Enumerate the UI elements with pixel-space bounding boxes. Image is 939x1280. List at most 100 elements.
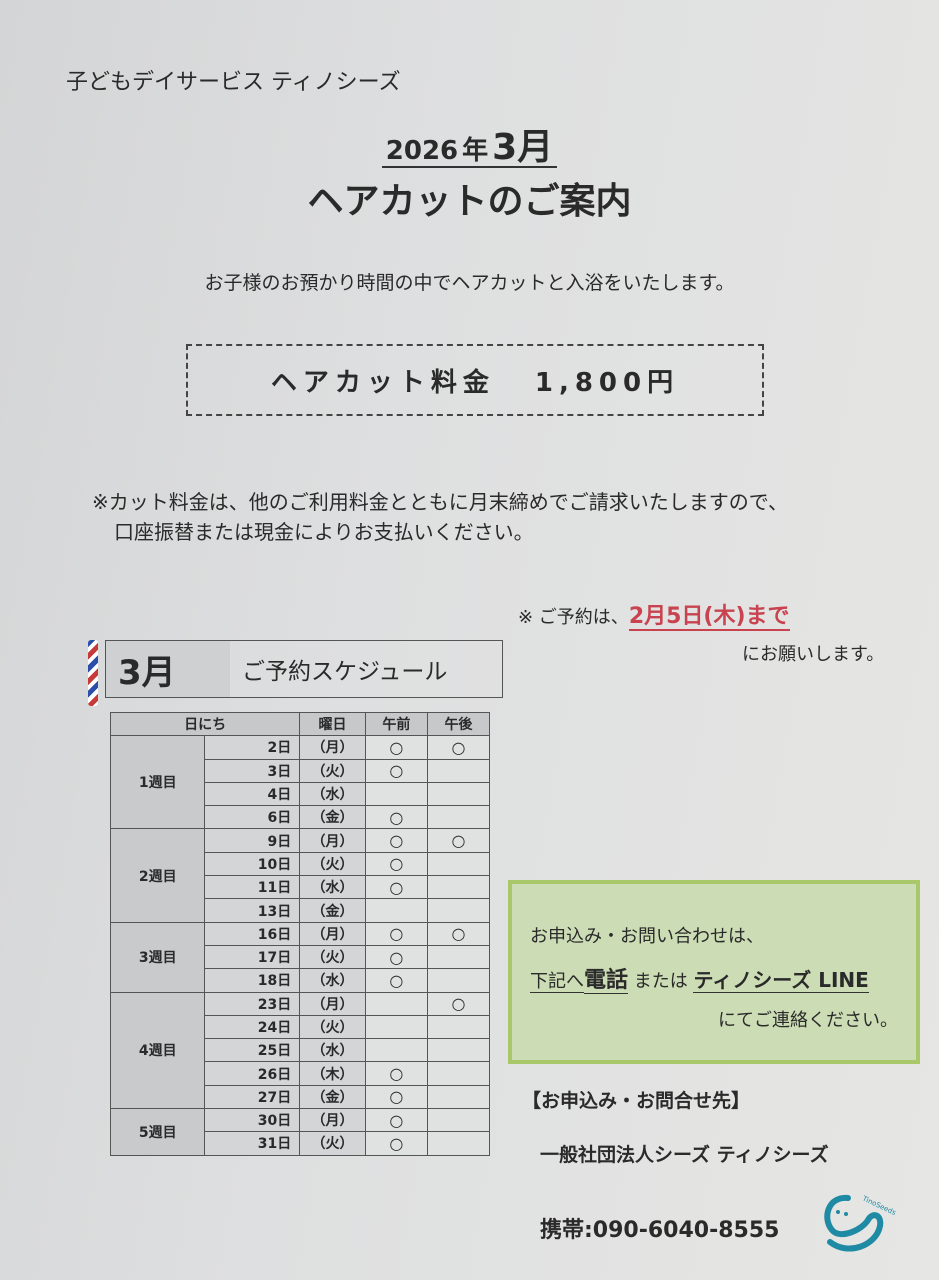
header-date: 日にち: [109, 711, 301, 737]
am-slot: ○: [364, 758, 428, 783]
payment-note: ※カット料金は、他のご利用料金とともに月末締めでご請求いたしますので、口座振替ま…: [92, 487, 788, 547]
available-mark: ○: [451, 994, 466, 1014]
am-slot: ○: [364, 735, 428, 760]
pm-slot: ○: [426, 828, 491, 853]
note-line1: ※カット料金は、他のご利用料金とともに月末締めでご請求いたしますので、: [92, 490, 788, 514]
year-month: 2026 年 3月: [0, 118, 939, 170]
price-value: 1,800円: [534, 367, 680, 398]
schedule-heading: 3月 ご予約スケジュール: [105, 640, 503, 698]
organization-name: 子どもデイサービス ティノシーズ: [66, 70, 401, 95]
date-cell: 13日: [204, 898, 301, 923]
pm-slot: [426, 1084, 491, 1110]
weekday-cell: （火）: [299, 1131, 366, 1156]
weekday-cell: （木）: [299, 1061, 366, 1086]
am-slot: [364, 991, 428, 1016]
page-title: ヘアカットのご案内: [307, 181, 632, 222]
date-cell: 24日: [204, 1014, 301, 1040]
weekday-cell: （火）: [299, 851, 366, 877]
inquiry-or: または: [633, 971, 688, 992]
am-slot: ○: [364, 851, 428, 877]
weekday-cell: （月）: [299, 991, 366, 1016]
week-label: 1週目: [109, 735, 206, 830]
weekday-cell: （月）: [299, 1108, 366, 1133]
table-row: 31日 （火） ○: [111, 1131, 491, 1156]
schedule-title: ご予約スケジュール: [242, 659, 448, 685]
inquiry-line1: お申込み・お問い合わせは、: [530, 926, 764, 947]
table-row: 17日 （火） ○: [111, 944, 491, 970]
table-row: 1週目 2日 （月） ○ ○: [109, 735, 491, 830]
available-mark: ○: [451, 737, 466, 757]
weekday-cell: （月）: [299, 735, 366, 760]
table-row: 26日 （木） ○: [111, 1061, 491, 1086]
date-cell: 9日: [204, 828, 301, 853]
date-cell: 30日: [204, 1108, 301, 1133]
weekday-cell: （火）: [299, 758, 366, 783]
table-row: 5週目 30日 （月） ○: [109, 1108, 491, 1156]
am-slot: ○: [364, 1108, 428, 1133]
date-cell: 16日: [204, 921, 301, 946]
am-slot: ○: [364, 921, 428, 946]
tinoseeds-logo: TinoSeeds: [818, 1190, 898, 1264]
table-row: 13日 （金）: [111, 898, 491, 923]
pm-slot: [426, 1014, 491, 1040]
pm-slot: ○: [426, 921, 491, 946]
pm-slot: [426, 758, 491, 783]
deadline-prefix: ※ ご予約は、: [518, 607, 629, 628]
date-cell: 31日: [204, 1131, 301, 1156]
table-row: 24日 （火）: [111, 1014, 491, 1040]
week-label: 2週目: [109, 828, 206, 923]
available-mark: ○: [389, 807, 404, 827]
am-slot: ○: [364, 1061, 428, 1086]
header-pm: 午後: [426, 711, 491, 737]
available-mark: ○: [389, 970, 404, 990]
date-cell: 11日: [204, 875, 301, 900]
available-mark: ○: [389, 924, 404, 944]
table-row: 18日 （水） ○: [111, 968, 491, 993]
intro-text: お子様のお預かり時間の中でヘアカットと入浴をいたします。: [204, 272, 735, 294]
table-header-row: 日にち 曜日 午前 午後: [109, 711, 491, 737]
inquiry-line3: にてご連絡ください。: [718, 1010, 898, 1031]
am-slot: ○: [364, 968, 428, 993]
pm-slot: ○: [426, 991, 491, 1016]
am-slot: ○: [364, 1084, 428, 1110]
weekday-cell: （金）: [299, 1084, 366, 1110]
deadline-note: ※ ご予約は、2月5日(木)まで: [518, 598, 790, 631]
available-mark: ○: [451, 831, 466, 851]
date-cell: 2日: [204, 735, 301, 760]
note-line2: 口座振替または現金によりお支払いください。: [114, 520, 534, 544]
am-slot: ○: [364, 875, 428, 900]
weekday-cell: （火）: [299, 1014, 366, 1040]
pm-slot: [426, 968, 491, 993]
week-label: 5週目: [109, 1108, 206, 1156]
table-row: 25日 （水）: [111, 1038, 491, 1063]
am-slot: [364, 781, 428, 807]
table-row: 3日 （火） ○: [111, 758, 491, 783]
week-label: 3週目: [109, 921, 206, 993]
weekday-cell: （水）: [299, 968, 366, 993]
inquiry-line-app: ティノシーズ LINE: [693, 968, 869, 993]
date-cell: 17日: [204, 944, 301, 970]
am-slot: ○: [364, 944, 428, 970]
am-slot: [364, 1014, 428, 1040]
deadline-suffix: にお願いします。: [742, 644, 885, 665]
weekday-cell: （金）: [299, 898, 366, 923]
inquiry-phone-word: 電話: [584, 968, 629, 994]
pm-slot: [426, 875, 491, 900]
pm-slot: [426, 781, 491, 807]
available-mark: ○: [389, 1064, 404, 1084]
year: 2026: [383, 136, 461, 168]
inquiry-line2: 下記へ電話 または ティノシーズ LINE: [530, 962, 869, 994]
table-row: 4週目 23日 （月） ○: [109, 991, 491, 1110]
am-slot: [364, 898, 428, 923]
date-cell: 4日: [204, 781, 301, 807]
inquiry-to: 下記へ: [530, 971, 584, 993]
date-cell: 6日: [204, 805, 301, 830]
weekday-cell: （金）: [299, 805, 366, 830]
available-mark: ○: [389, 877, 404, 897]
pm-slot: [426, 1108, 491, 1133]
am-slot: [364, 1038, 428, 1063]
pm-slot: [426, 1131, 491, 1156]
pm-slot: ○: [426, 735, 491, 760]
header-am: 午前: [364, 711, 428, 737]
